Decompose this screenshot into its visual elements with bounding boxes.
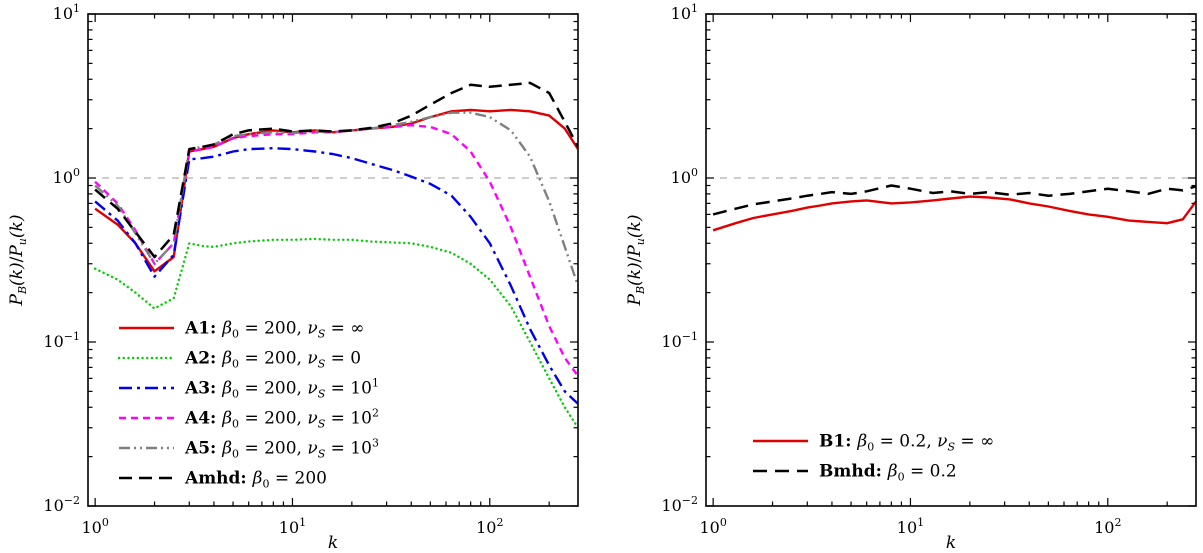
x-tick-label: 101 — [897, 516, 924, 537]
series-group — [93, 81, 578, 429]
axes-frame — [705, 13, 1197, 507]
y-tick-label: 10−1 — [43, 330, 80, 351]
legend-label-A5: A5: β0 = 200, νS = 103 — [184, 437, 379, 461]
y-tick-label: 10−2 — [43, 494, 80, 515]
series-line-A5 — [94, 111, 578, 287]
legend-label-Bmhd: Bmhd: β0 = 0.2 — [819, 462, 957, 484]
ticks — [706, 13, 1196, 507]
x-axis-label: k — [946, 533, 956, 553]
x-tick-label: 102 — [476, 516, 503, 537]
ticks — [88, 13, 578, 507]
right-panel: 100 101 102 101 100 10−1 10−2 k PB(k)/Pu(k) B1: β… — [625, 2, 1197, 553]
series-line-Bmhd — [712, 184, 1196, 216]
series-line-A3 — [94, 147, 578, 405]
series-group — [712, 184, 1196, 232]
legend-label-B1: B1: β0 = 0.2, νS = ∞ — [819, 432, 994, 454]
legend-label-A2: A2: β0 = 200, νS = 0 — [184, 349, 361, 371]
axes-frame — [87, 13, 579, 507]
x-tick-label: 100 — [699, 516, 726, 537]
y-axis-label: PB(k)/Pu(k) — [625, 215, 647, 307]
y-tick-label: 100 — [671, 166, 698, 187]
legend-label-A3: A3: β0 = 200, νS = 101 — [184, 377, 379, 401]
x-tick-label: 100 — [81, 516, 108, 537]
series-line-B1 — [712, 195, 1196, 232]
y-tick-label: 100 — [53, 166, 80, 187]
series-line-A1 — [94, 108, 578, 273]
legend: A1: β0 = 200, νS = ∞ A2: β0 = 200, νS = 0… — [117, 319, 379, 491]
legend-label-Amhd: Amhd: β0 = 200 — [184, 469, 327, 491]
y-tick-label: 10−2 — [661, 494, 698, 515]
series-line-A2 — [93, 237, 578, 429]
x-tick-label: 101 — [279, 516, 306, 537]
series-line-Amhd — [94, 81, 578, 259]
y-tick-label: 10−1 — [661, 330, 698, 351]
y-tick-label: 101 — [53, 2, 80, 23]
x-axis-label: k — [328, 533, 338, 553]
y-tick-label: 101 — [671, 2, 698, 23]
legend: B1: β0 = 0.2, νS = ∞ Bmhd: β0 = 0.2 — [753, 432, 994, 484]
y-axis-label: PB(k)/Pu(k) — [7, 215, 29, 307]
legend-label-A1: A1: β0 = 200, νS = ∞ — [184, 319, 364, 341]
legend-label-A4: A4: β0 = 200, νS = 102 — [184, 407, 379, 431]
left-panel: 100 101 102 101 100 10−1 10−2 k PB(k)/Pu(k) A1: β… — [7, 2, 579, 553]
x-tick-label: 102 — [1094, 516, 1121, 537]
